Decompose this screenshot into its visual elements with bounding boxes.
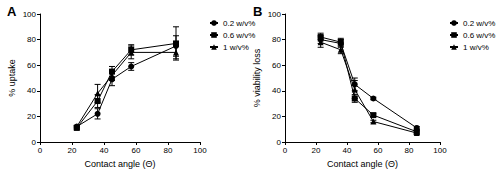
svg-text:60: 60 [374, 146, 383, 155]
svg-text:B: B [253, 4, 262, 19]
svg-text:80: 80 [164, 146, 173, 155]
svg-text:100: 100 [193, 146, 207, 155]
svg-text:0.6 w/v%: 0.6 w/v% [223, 31, 255, 40]
svg-text:40: 40 [272, 86, 281, 95]
svg-text:20: 20 [27, 112, 36, 121]
svg-text:0: 0 [283, 146, 288, 155]
svg-text:Contact angle (Θ): Contact angle (Θ) [327, 159, 398, 169]
svg-text:0: 0 [32, 138, 37, 147]
svg-text:80: 80 [405, 146, 414, 155]
svg-text:60: 60 [132, 146, 141, 155]
svg-text:60: 60 [272, 61, 281, 70]
svg-text:20: 20 [68, 146, 77, 155]
svg-text:40: 40 [27, 86, 36, 95]
svg-text:60: 60 [27, 61, 36, 70]
svg-text:0.2 w/v%: 0.2 w/v% [223, 19, 255, 28]
svg-text:20: 20 [272, 112, 281, 121]
svg-text:Contact angle (Θ): Contact angle (Θ) [84, 159, 155, 169]
svg-text:100: 100 [433, 146, 447, 155]
svg-text:80: 80 [272, 35, 281, 44]
svg-text:0: 0 [38, 146, 43, 155]
svg-text:0.6 w/v%: 0.6 w/v% [463, 31, 495, 40]
svg-text:1 w/v%: 1 w/v% [223, 43, 249, 52]
svg-text:80: 80 [27, 35, 36, 44]
svg-text:100: 100 [268, 10, 282, 19]
svg-text:20: 20 [312, 146, 321, 155]
svg-text:1 w/v%: 1 w/v% [463, 43, 489, 52]
svg-text:% viability loss: % viability loss [252, 48, 262, 107]
svg-text:40: 40 [343, 146, 352, 155]
svg-text:40: 40 [100, 146, 109, 155]
svg-text:0.2 w/v%: 0.2 w/v% [463, 19, 495, 28]
svg-text:0: 0 [277, 138, 282, 147]
svg-text:A: A [7, 4, 17, 19]
svg-text:100: 100 [23, 10, 37, 19]
svg-text:% uptake: % uptake [7, 59, 17, 97]
